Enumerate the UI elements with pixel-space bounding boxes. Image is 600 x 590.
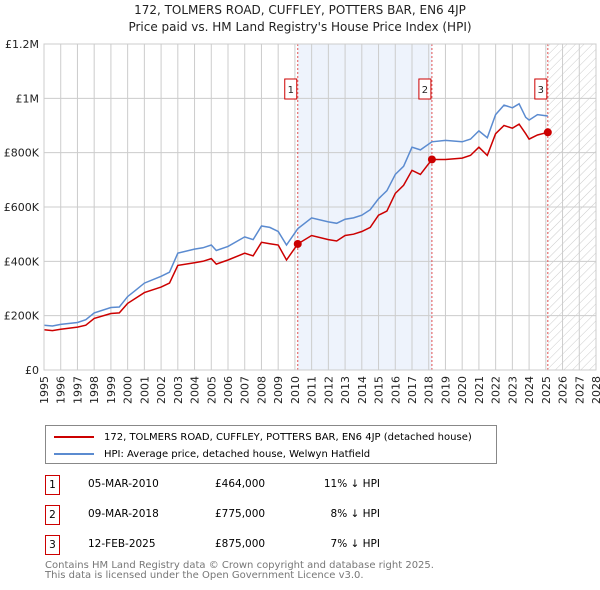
x-tick-label: 2027 (573, 376, 586, 404)
x-tick-label: 2025 (540, 376, 553, 404)
x-tick-label: 2006 (222, 376, 235, 404)
x-tick-label: 2003 (172, 376, 185, 404)
x-tick-label: 2022 (490, 376, 503, 404)
x-tick-label: 1998 (88, 376, 101, 404)
hpi-line (43, 102, 548, 327)
x-tick-label: 2019 (439, 376, 452, 404)
sale-label-number: 2 (422, 85, 428, 96)
footer-copyright: Contains HM Land Registry data © Crown c… (45, 560, 434, 571)
y-tick-label: £1M (16, 92, 40, 105)
x-tick-label: 2010 (289, 376, 302, 404)
x-tick-label: 2002 (155, 376, 168, 404)
plot-border (43, 43, 597, 371)
sale-point (293, 239, 302, 248)
x-tick-label: 2015 (373, 376, 386, 404)
x-tick-label: 2001 (138, 376, 151, 404)
footer: Contains HM Land Registry data © Crown c… (45, 561, 434, 581)
x-tick-label: 2011 (306, 376, 319, 404)
x-tick-label: 2012 (322, 376, 335, 404)
x-tick-label: 2005 (205, 376, 218, 404)
sale-label-border (418, 78, 432, 100)
x-tick-label: 2000 (122, 376, 135, 404)
x-tick-label: 2009 (272, 376, 285, 404)
x-tick-label: 2028 (590, 376, 600, 404)
transaction-price: £464,000 (215, 478, 266, 490)
sale-label-number: 3 (538, 85, 544, 96)
transaction-number: 1 (45, 475, 60, 495)
x-tick-label: 2021 (473, 376, 486, 404)
transaction-number: 3 (45, 535, 60, 555)
sale-label-box: 2 (418, 78, 432, 100)
x-tick-label: 1999 (105, 376, 118, 404)
transaction-hpi-diff: 8% ↓ HPI (330, 508, 380, 520)
y-tick-label: £1.2M (5, 38, 39, 51)
x-tick-label: 2007 (239, 376, 252, 404)
x-tick-label: 2008 (255, 376, 268, 404)
transaction-price: £875,000 (215, 538, 266, 550)
sale-label-number: 1 (288, 85, 294, 96)
x-tick-label: 1997 (71, 376, 84, 404)
transaction-price: £775,000 (215, 508, 266, 520)
x-tick-label: 2004 (189, 376, 202, 404)
transaction-date: 12-FEB-2025 (88, 538, 156, 550)
y-tick-label: £400K (4, 255, 40, 268)
transaction-number: 2 (45, 505, 60, 525)
price-paid-line (43, 123, 548, 332)
transaction-hpi-diff: 7% ↓ HPI (330, 538, 380, 550)
sale-label-border (284, 78, 298, 100)
y-tick-label: £0 (25, 364, 39, 377)
x-tick-label: 2024 (523, 376, 536, 404)
sale-point (543, 128, 552, 137)
x-tick-label: 2014 (356, 376, 369, 404)
legend-swatch-hpi (54, 453, 94, 455)
x-tick-label: 2016 (389, 376, 402, 404)
transaction-date: 05-MAR-2010 (88, 478, 159, 490)
legend-label-property: 172, TOLMERS ROAD, CUFFLEY, POTTERS BAR,… (104, 431, 472, 443)
sale-label-border (534, 78, 548, 100)
x-tick-label: 2017 (406, 376, 419, 404)
y-tick-label: £800K (4, 147, 40, 160)
x-tick-label: 2018 (423, 376, 436, 404)
sale-point (427, 155, 436, 164)
transaction-hpi-diff: 11% ↓ HPI (323, 478, 380, 490)
x-tick-label: 2023 (506, 376, 519, 404)
legend-swatch-property (54, 436, 94, 438)
sale-label-box: 1 (284, 78, 298, 100)
chart-subtitle: Price paid vs. HM Land Registry's House … (128, 20, 472, 34)
legend: 172, TOLMERS ROAD, CUFFLEY, POTTERS BAR,… (45, 425, 497, 464)
x-tick-label: 2020 (456, 376, 469, 404)
x-tick-label: 1996 (55, 376, 68, 404)
y-tick-label: £200K (4, 310, 40, 323)
legend-label-hpi: HPI: Average price, detached house, Welw… (104, 448, 371, 460)
chart-title: 172, TOLMERS ROAD, CUFFLEY, POTTERS BAR,… (134, 3, 466, 17)
sale-label-box: 3 (534, 78, 548, 100)
x-tick-label: 1995 (38, 376, 51, 404)
x-tick-label: 2013 (339, 376, 352, 404)
x-tick-label: 2026 (557, 376, 570, 404)
transaction-date: 09-MAR-2018 (88, 508, 159, 520)
y-tick-label: £600K (4, 201, 40, 214)
footer-licence: This data is licensed under the Open Gov… (45, 570, 364, 581)
plot-area: 1995 1996 1997 1998 1999 2000 2001 2002 2003 2004… (4, 38, 600, 404)
